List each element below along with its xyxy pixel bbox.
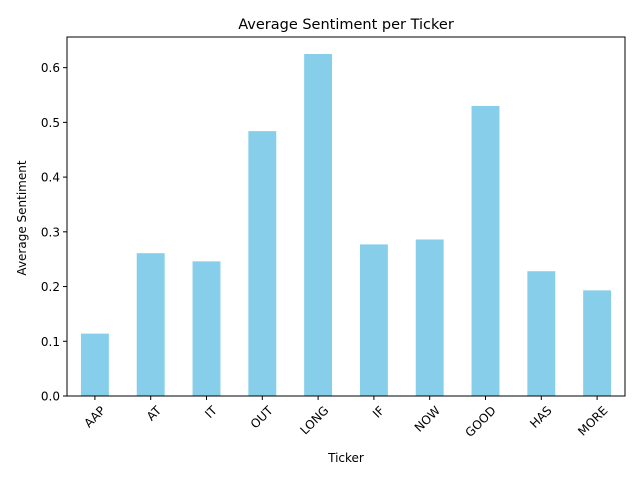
bar-now xyxy=(415,239,444,396)
x-tick-label-good: GOOD xyxy=(462,403,498,439)
y-axis-ticks: 0.0 0.1 0.2 0.3 0.4 0.5 0.6 xyxy=(41,61,67,404)
x-tick-label-it: IT xyxy=(202,403,220,421)
x-axis-label: Ticker xyxy=(327,451,364,465)
x-axis-ticks: AAP AT IT OUT LONG IF NOW GOOD HAS MORE xyxy=(81,396,610,440)
y-tick-label: 0.0 xyxy=(41,390,60,404)
chart-title: Average Sentiment per Ticker xyxy=(238,17,454,33)
x-tick-label-long: LONG xyxy=(298,403,332,437)
x-tick-label-out: OUT xyxy=(248,403,276,431)
bar-it xyxy=(192,261,221,396)
y-tick-label: 0.6 xyxy=(41,61,60,75)
y-tick-label: 0.4 xyxy=(41,171,60,185)
bar-long xyxy=(304,53,333,397)
y-tick-label: 0.5 xyxy=(41,116,60,130)
bars-group xyxy=(80,53,612,397)
x-tick-label-more: MORE xyxy=(575,403,610,438)
bar-out xyxy=(248,131,277,396)
plot-frame xyxy=(66,36,626,397)
y-tick-label: 0.3 xyxy=(41,225,60,239)
y-axis-label: Average Sentiment xyxy=(15,160,29,275)
x-tick-label-if: IF xyxy=(370,403,387,420)
bar-good xyxy=(471,105,500,396)
bar-more xyxy=(583,290,612,396)
bar-has xyxy=(527,271,556,396)
bar-aap xyxy=(80,333,109,396)
y-tick-label: 0.1 xyxy=(41,335,60,349)
x-tick-label-has: HAS xyxy=(527,403,554,430)
bar-if xyxy=(359,244,388,396)
x-tick-label-now: NOW xyxy=(412,403,443,434)
bar-at xyxy=(136,253,165,396)
x-tick-label-aap: AAP xyxy=(81,403,108,430)
y-tick-label: 0.2 xyxy=(41,280,60,294)
x-tick-label-at: AT xyxy=(144,403,165,424)
